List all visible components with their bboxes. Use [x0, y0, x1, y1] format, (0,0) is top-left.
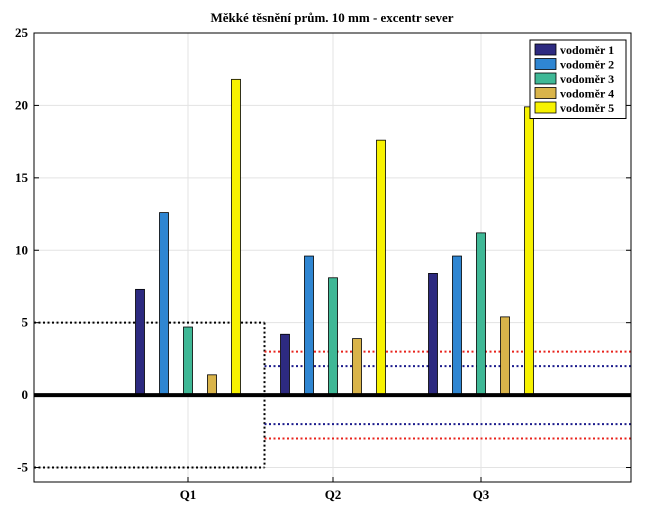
bar: [304, 255, 314, 396]
reference-lines: [34, 321, 631, 469]
legend-label: vodoměr 4: [560, 87, 614, 101]
bar: [159, 212, 169, 396]
y-tick-label: 25: [15, 25, 29, 40]
bar: [280, 333, 290, 396]
x-tick-label: Q2: [325, 487, 342, 502]
x-axis: Q1 Q2 Q3: [180, 477, 490, 502]
bar: [428, 273, 438, 396]
bar: [500, 316, 510, 396]
y-tick-label: 10: [15, 242, 28, 257]
legend-swatch: [534, 101, 557, 114]
bar: [524, 106, 534, 396]
legend-swatch: [534, 87, 557, 99]
bar: [207, 374, 217, 396]
bar: [452, 255, 462, 396]
bar: [183, 326, 193, 396]
y-axis: -5 0 5 10 15 20 25: [15, 25, 631, 475]
y-tick-label: 0: [22, 387, 29, 402]
bar: [376, 139, 386, 396]
y-tick-label: 15: [15, 170, 29, 185]
legend-label: vodoměr 2: [560, 58, 614, 72]
bar: [231, 78, 241, 396]
legend-swatch: [534, 58, 557, 70]
bar: [476, 232, 486, 396]
bar: [135, 288, 145, 396]
chart-title: Měkké těsnění prům. 10 mm - excentr seve…: [210, 10, 453, 25]
legend-label: vodoměr 1: [560, 43, 614, 57]
legend-swatch: [534, 72, 557, 85]
bar: [352, 338, 362, 396]
x-tick-label: Q3: [473, 487, 490, 502]
y-tick-label: -5: [17, 460, 28, 475]
y-tick-label: 5: [22, 315, 29, 330]
x-tick-label: Q1: [180, 487, 197, 502]
bars: [135, 78, 534, 396]
legend-label: vodoměr 5: [560, 101, 614, 115]
legend-swatch: [534, 43, 557, 56]
y-tick-label: 20: [15, 97, 28, 112]
legend-label: vodoměr 3: [560, 72, 614, 86]
bar: [328, 277, 338, 396]
